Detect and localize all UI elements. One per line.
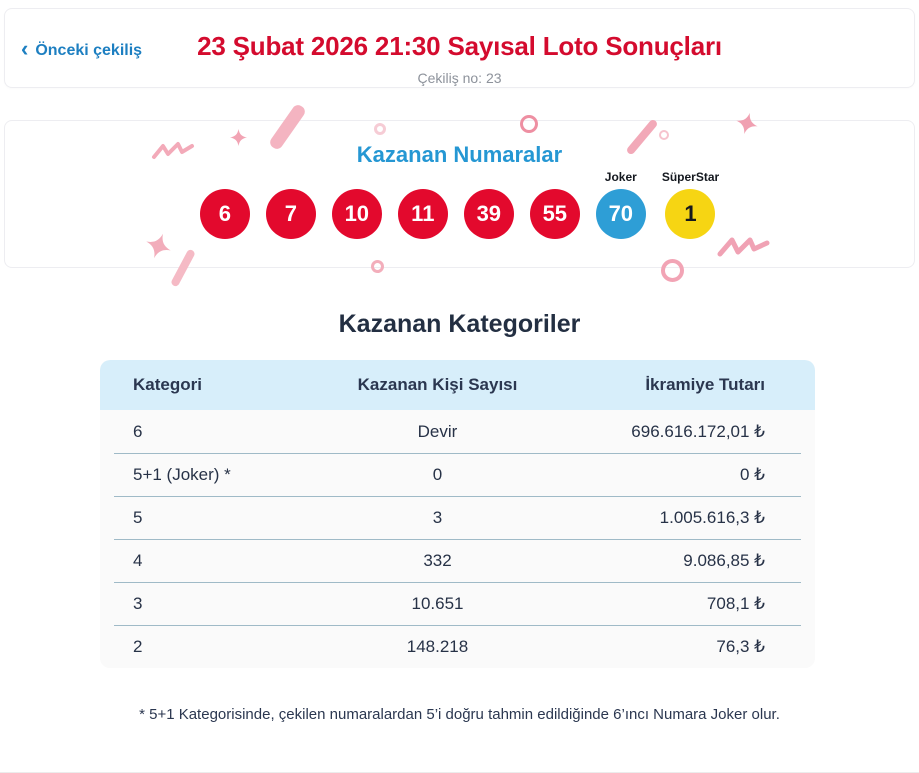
cell-tutar: 1.005.616,3 ₺	[659, 507, 765, 527]
cell-kategori: 5+1 (Joker) *	[133, 464, 231, 484]
ball-item: 10	[331, 170, 382, 239]
winning-numbers-section: Kazanan Numaralar 6 7 10 11	[0, 96, 919, 292]
column-header-kisi-sayisi: Kazanan Kişi Sayısı	[357, 375, 518, 394]
joker-number-ball: 70	[595, 189, 646, 239]
table-row: 2 148.218 76,3 ₺	[100, 625, 815, 668]
cell-tutar: 9.086,85 ₺	[683, 550, 765, 570]
table-row: 5 3 1.005.616,3 ₺	[100, 496, 815, 539]
cell-tutar: 76,3 ₺	[716, 636, 765, 656]
previous-draw-label: Önceki çekiliş	[35, 42, 143, 59]
ball-item: 6	[199, 170, 250, 239]
column-header-ikramiye: İkramiye Tutarı	[645, 375, 765, 394]
superstar-label: SüperStar	[661, 170, 720, 184]
cell-kisi: 3	[432, 507, 443, 527]
ball-item: 7	[265, 170, 316, 239]
cell-kategori: 3	[133, 593, 143, 613]
balls-row: 6 7 10 11 39	[0, 170, 919, 239]
categories-heading: Kazanan Kategoriler	[338, 310, 581, 338]
cell-kisi: 332	[423, 550, 452, 570]
table-row: 4 332 9.086,85 ₺	[100, 539, 815, 582]
ball-item: 39	[463, 170, 514, 239]
cell-tutar: 0 ₺	[740, 464, 765, 484]
cell-kategori: 5	[133, 507, 143, 527]
table-header-row: Kategori Kazanan Kişi Sayısı İkramiye Tu…	[100, 360, 815, 410]
superstar-number-ball: 1	[665, 189, 716, 239]
main-number-ball: 11	[397, 189, 448, 239]
ball-item: Joker 70	[595, 170, 646, 239]
winning-numbers-content: Kazanan Numaralar 6 7 10 11	[0, 120, 919, 268]
cell-kisi: Devir	[417, 421, 458, 441]
main-number-ball: 55	[529, 189, 580, 239]
cell-kategori: 6	[133, 421, 143, 441]
main-number-ball: 6	[199, 189, 250, 239]
page-title: 23 Şubat 2026 21:30 Sayısal Loto Sonuçla…	[197, 31, 722, 61]
cell-kisi: 0	[432, 464, 443, 484]
table-row: 5+1 (Joker) * 0 0 ₺	[100, 453, 815, 496]
main-number-ball: 39	[463, 189, 514, 239]
cell-kisi: 10.651	[411, 593, 464, 613]
joker-label: Joker	[604, 170, 637, 184]
cell-kategori: 2	[133, 636, 143, 656]
ball-item: 55	[529, 170, 580, 239]
draw-number: Çekiliş no: 23	[417, 70, 502, 86]
ball-item: 11	[397, 170, 448, 239]
main-number-ball: 10	[331, 189, 382, 239]
cell-kategori: 4	[133, 550, 143, 570]
results-header: ‹ Önceki çekiliş 23 Şubat 2026 21:30 Say…	[4, 8, 915, 88]
table-row: 6 Devir 696.616.172,01 ₺	[100, 410, 815, 453]
ball-item: SüperStar 1	[662, 170, 719, 239]
winning-numbers-heading: Kazanan Numaralar	[356, 142, 563, 167]
cell-tutar: 696.616.172,01 ₺	[631, 421, 765, 441]
column-header-kategori: Kategori	[133, 375, 202, 394]
main-number-ball: 7	[265, 189, 316, 239]
previous-draw-link[interactable]: ‹ Önceki çekiliş	[21, 36, 143, 61]
categories-table: Kategori Kazanan Kişi Sayısı İkramiye Tu…	[100, 360, 815, 668]
joker-footnote: * 5+1 Kategorisinde, çekilen numaralarda…	[139, 706, 780, 723]
cell-tutar: 708,1 ₺	[706, 593, 765, 613]
chevron-left-icon: ‹	[21, 36, 29, 61]
cell-kisi: 148.218	[406, 636, 469, 656]
table-row: 3 10.651 708,1 ₺	[100, 582, 815, 625]
